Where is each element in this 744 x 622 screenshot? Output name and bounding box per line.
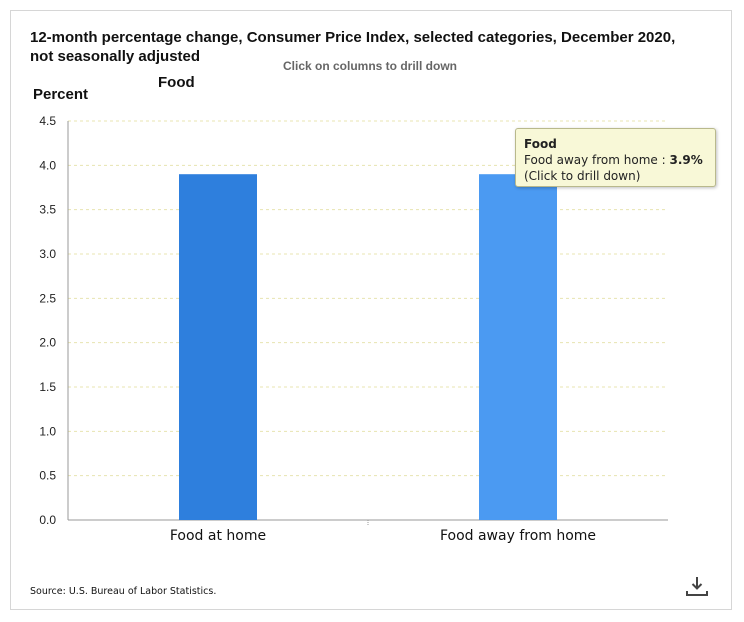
y-tick-label: 3.5 [39,203,56,217]
download-icon [686,577,708,596]
y-tick-label: 0.0 [39,513,56,527]
y-tick-label: 1.5 [39,380,56,394]
y-tick-label: 2.5 [39,291,56,305]
tooltip-value: 3.9% [669,153,703,167]
chart-frame [10,10,732,610]
tooltip-line: Food away from home : 3.9% [524,152,707,168]
tooltip-category: Food away from home : [524,153,666,167]
bar-food-at-home[interactable] [179,174,257,520]
y-tick-label: 4.0 [39,158,56,172]
tooltip-title: Food [524,137,557,151]
y-tick-label: 1.0 [39,424,56,438]
bar-food-away-from-home[interactable] [479,174,557,520]
chart-subtitle: Food [158,74,195,91]
y-axis-label: Percent [33,86,89,103]
y-tick-label: 0.5 [39,469,56,483]
y-tick-label: 3.0 [39,247,56,261]
bar-tooltip: Food Food away from home : 3.9% (Click t… [515,128,716,187]
source-note: Source: U.S. Bureau of Labor Statistics. [30,586,217,597]
x-category-label: Food away from home [440,528,596,544]
tooltip-hint: (Click to drill down) [524,169,641,183]
x-category-label: Food at home [170,528,266,544]
chart-title: 12-month percentage change, Consumer Pri… [30,29,676,65]
drill-down-hint: Click on columns to drill down [282,59,457,73]
download-button[interactable] [685,574,709,598]
y-tick-label: 2.0 [39,336,56,350]
y-tick-label: 4.5 [39,114,56,128]
